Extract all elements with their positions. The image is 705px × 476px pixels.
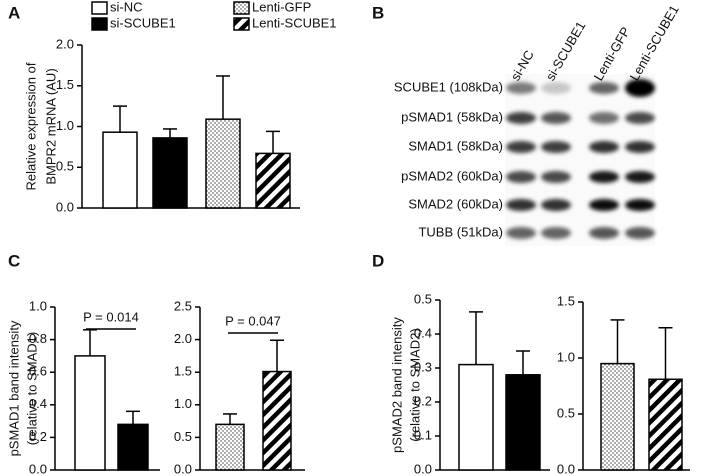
legend-label: si-SCUBE1 xyxy=(110,15,176,30)
band xyxy=(506,82,536,94)
y-axis-label: (relative to SMAD2) xyxy=(407,328,422,441)
y-tick-label: 0.0 xyxy=(174,461,192,476)
y-axis-label: Relative expression of xyxy=(23,62,38,190)
y-axis-label: pSMAD1 band intensity xyxy=(6,320,21,456)
y-tick-label: 2.0 xyxy=(174,331,192,346)
legend-swatch xyxy=(91,1,108,15)
band xyxy=(541,227,571,239)
band xyxy=(625,112,655,124)
panel-letter: B xyxy=(372,3,384,22)
band xyxy=(541,141,571,153)
band xyxy=(506,171,536,183)
y-tick-label: 2.5 xyxy=(174,298,192,313)
band xyxy=(541,82,571,94)
y-tick-label: 0.5 xyxy=(557,405,575,420)
bar xyxy=(648,378,683,471)
bar xyxy=(458,363,494,471)
bar xyxy=(255,152,291,209)
legend-swatch xyxy=(233,17,250,31)
bar xyxy=(102,131,138,209)
legend-swatch xyxy=(233,1,250,15)
panel-letter: D xyxy=(372,251,384,270)
y-tick-label: 0.5 xyxy=(174,429,192,444)
band xyxy=(506,199,536,211)
bar xyxy=(117,423,149,471)
band xyxy=(589,171,619,183)
band xyxy=(541,199,571,211)
bar xyxy=(262,370,292,471)
row-label: SCUBE1 (108kDa) xyxy=(394,79,503,94)
row-label: pSMAD2 (60kDa) xyxy=(401,168,503,183)
panel-letter: C xyxy=(8,251,20,270)
band xyxy=(589,199,619,211)
lane-label: si-SCUBE1 xyxy=(543,19,589,83)
y-axis-label: BMPR2 mRNA (AU) xyxy=(43,68,58,184)
y-tick-label: 1.5 xyxy=(56,77,74,92)
y-tick-label: 1.0 xyxy=(174,396,192,411)
band xyxy=(625,79,655,97)
y-tick-label: 0.4 xyxy=(29,396,47,411)
bar xyxy=(152,137,188,209)
y-tick-label: 0.0 xyxy=(56,199,74,214)
panel-letter: A xyxy=(8,3,20,22)
bar xyxy=(205,118,241,209)
band xyxy=(589,112,619,124)
row-label: TUBB (51kDa) xyxy=(418,224,503,239)
bar xyxy=(505,374,541,471)
y-axis-label: pSMAD2 band intensity xyxy=(389,317,404,453)
band xyxy=(589,141,619,153)
y-tick-label: 0.6 xyxy=(29,364,47,379)
row-label: pSMAD1 (58kDa) xyxy=(401,109,503,124)
band xyxy=(541,171,571,183)
y-tick-label: 0.0 xyxy=(557,461,575,476)
y-tick-label: 0.8 xyxy=(29,331,47,346)
band xyxy=(589,227,619,239)
band xyxy=(541,112,571,124)
band xyxy=(625,227,655,239)
y-tick-label: 0.5 xyxy=(414,291,432,306)
legend-swatch xyxy=(91,17,108,31)
y-tick-label: 0.2 xyxy=(414,393,432,408)
western-blot xyxy=(505,74,655,246)
annotation: P = 0.047 xyxy=(225,313,281,328)
legend-label: si-NC xyxy=(110,0,143,14)
y-tick-label: 0.4 xyxy=(414,325,432,340)
band xyxy=(506,112,536,124)
bar xyxy=(74,355,106,471)
legend-label: Lenti-SCUBE1 xyxy=(252,15,337,30)
y-tick-label: 0.0 xyxy=(29,461,47,476)
y-tick-label: 0.5 xyxy=(56,159,74,174)
legend-label: Lenti-GFP xyxy=(252,0,311,14)
band xyxy=(625,199,655,211)
y-tick-label: 0.2 xyxy=(29,429,47,444)
y-tick-label: 1.0 xyxy=(557,349,575,364)
bar xyxy=(215,423,245,471)
y-tick-label: 0.0 xyxy=(414,461,432,476)
band xyxy=(625,171,655,183)
y-tick-label: 2.0 xyxy=(56,36,74,51)
y-tick-label: 0.1 xyxy=(414,427,432,442)
y-tick-label: 1.5 xyxy=(557,293,575,308)
row-label: SMAD2 (60kDa) xyxy=(408,196,503,211)
lane-label: Lenti-SCUBE1 xyxy=(627,2,682,83)
row-label: SMAD1 (58kDa) xyxy=(408,138,503,153)
y-axis-label: (relative to SMAD1) xyxy=(24,332,39,445)
y-tick-label: 1.0 xyxy=(56,118,74,133)
y-tick-label: 0.3 xyxy=(414,359,432,374)
annotation: P = 0.014 xyxy=(83,309,139,324)
band xyxy=(506,141,536,153)
bar xyxy=(600,362,635,471)
band xyxy=(506,227,536,239)
y-tick-label: 1.0 xyxy=(29,298,47,313)
band xyxy=(589,82,619,94)
band xyxy=(625,141,655,153)
y-tick-label: 1.5 xyxy=(174,364,192,379)
